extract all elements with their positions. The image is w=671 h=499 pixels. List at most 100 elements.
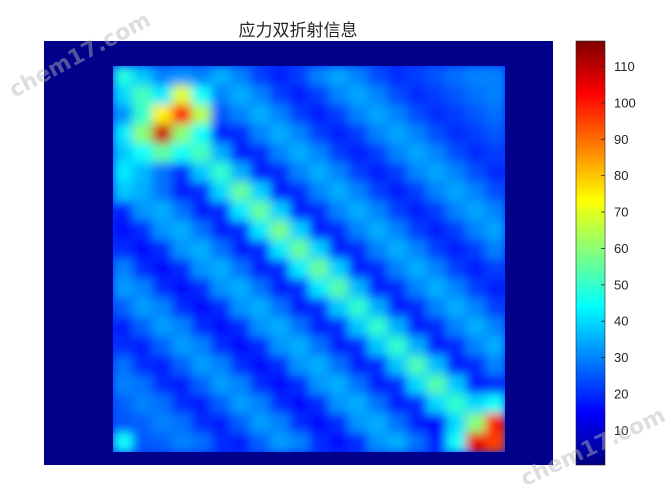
heatmap-cell [113, 181, 134, 202]
heatmap-cell [171, 297, 192, 318]
heatmap-cell [465, 336, 486, 357]
heatmap-cell [387, 432, 408, 452]
heatmap-cell [250, 336, 271, 357]
heatmap-cell [211, 239, 232, 260]
heatmap-cell [426, 181, 447, 202]
heatmap-cell [309, 355, 330, 376]
heatmap-cell [309, 278, 330, 299]
heatmap-cell [426, 239, 447, 260]
heatmap-cell [211, 181, 232, 202]
heatmap-cell [446, 394, 467, 414]
heatmap-cell [367, 278, 388, 299]
heatmap-cell [426, 104, 447, 125]
heatmap-cell [230, 85, 251, 106]
heatmap-cell [211, 220, 232, 241]
heatmap-cell [250, 220, 271, 241]
heatmap-cell [132, 259, 153, 279]
heatmap-cell [407, 104, 428, 125]
heatmap-cell [113, 66, 134, 86]
heatmap-cell [407, 278, 428, 299]
heatmap-cell [152, 394, 173, 414]
heatmap-cell [367, 336, 388, 357]
heatmap-cell [250, 104, 271, 125]
heatmap-cell [289, 336, 310, 357]
heatmap-cell [289, 66, 310, 86]
heatmap-cell [309, 181, 330, 202]
heatmap-cell [485, 181, 505, 202]
heatmap-cell [446, 297, 467, 318]
heatmap-cell [113, 220, 134, 241]
heatmap-cell [171, 66, 192, 86]
heatmap-cell [269, 239, 290, 260]
heatmap-cell [269, 123, 290, 144]
heatmap-cell [485, 201, 505, 221]
heatmap-cell [426, 85, 447, 106]
heatmap-cell [446, 316, 467, 337]
heatmap-cell [132, 201, 153, 221]
heatmap-cell [230, 374, 251, 395]
heatmap-cell [485, 220, 505, 241]
heatmap-cell [446, 104, 467, 125]
heatmap-cell [132, 394, 153, 414]
heatmap-cell [485, 374, 505, 395]
heatmap-cell [289, 85, 310, 106]
heatmap-cell [465, 432, 486, 452]
heatmap-cell [407, 336, 428, 357]
heatmap-cell [171, 259, 192, 279]
heatmap-cell [171, 220, 192, 241]
colorbar-tick-label: 40 [614, 314, 628, 329]
heatmap-cell [113, 104, 134, 125]
heatmap-cell [485, 297, 505, 318]
heatmap-cell [407, 123, 428, 144]
heatmap-cell [269, 413, 290, 434]
heatmap-cell [132, 239, 153, 260]
heatmap-cell [309, 297, 330, 318]
heatmap-cells [113, 66, 505, 452]
heatmap-cell [426, 278, 447, 299]
heatmap-cell [250, 201, 271, 221]
heatmap-cell [387, 374, 408, 395]
heatmap-cell [426, 201, 447, 221]
heatmap-cell [465, 278, 486, 299]
heatmap-cell [289, 278, 310, 299]
heatmap-cell [191, 85, 212, 106]
heatmap-cell [211, 104, 232, 125]
heatmap-cell [211, 259, 232, 279]
heatmap-cell [465, 413, 486, 434]
heatmap-cell [113, 374, 134, 395]
heatmap-cell [485, 66, 505, 86]
heatmap-cell [367, 394, 388, 414]
heatmap-cell [132, 85, 153, 106]
heatmap-cell [348, 123, 369, 144]
heatmap-cell [269, 259, 290, 279]
heatmap-cell [230, 355, 251, 376]
colorbar [575, 40, 606, 466]
heatmap-cell [348, 162, 369, 183]
heatmap-cell [328, 220, 349, 241]
heatmap-cell [485, 104, 505, 125]
heatmap-cell [328, 123, 349, 144]
heatmap-cell [426, 374, 447, 395]
heatmap-cell [269, 355, 290, 376]
heatmap-cell [407, 220, 428, 241]
heatmap-cell [289, 143, 310, 164]
heatmap-cell [250, 374, 271, 395]
heatmap-cell [171, 239, 192, 260]
heatmap-cell [132, 432, 153, 452]
heatmap-cell [230, 297, 251, 318]
heatmap-cell [211, 123, 232, 144]
heatmap-cell [269, 374, 290, 395]
heatmap-cell [113, 355, 134, 376]
colorbar-tick-label: 100 [614, 95, 636, 110]
heatmap-cell [387, 162, 408, 183]
heatmap-cell [367, 259, 388, 279]
heatmap-cell [152, 162, 173, 183]
heatmap-cell [132, 123, 153, 144]
heatmap-cell [230, 394, 251, 414]
heatmap-cell [407, 239, 428, 260]
heatmap-cell [309, 316, 330, 337]
heatmap-cell [289, 259, 310, 279]
heatmap-cell [269, 220, 290, 241]
heatmap-cell [485, 432, 505, 452]
heatmap-cell [250, 66, 271, 86]
